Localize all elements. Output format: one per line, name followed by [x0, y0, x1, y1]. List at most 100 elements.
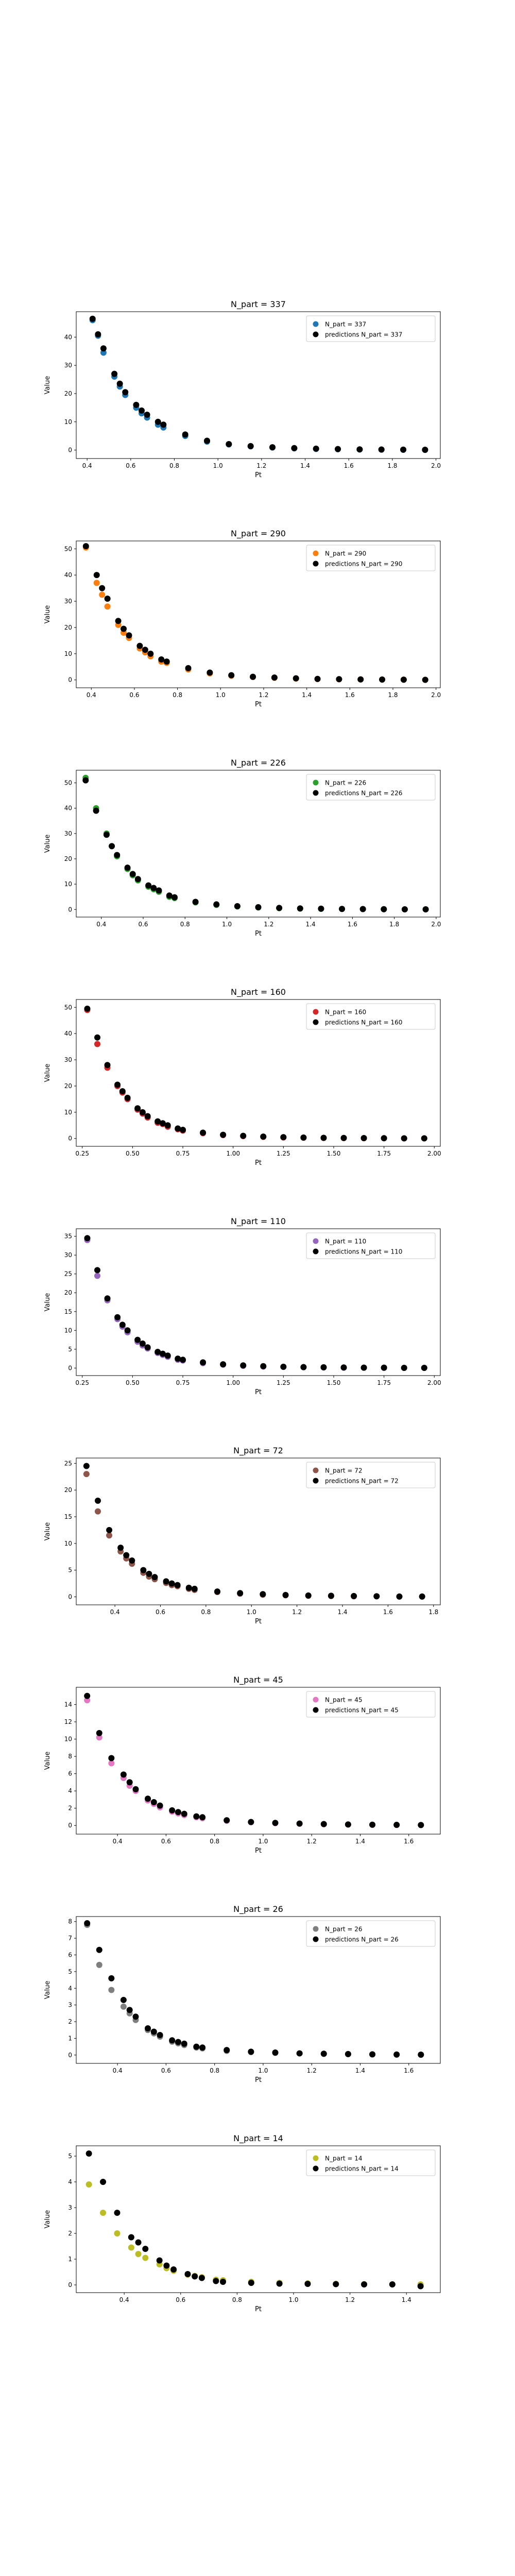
- data-point: [345, 2050, 351, 2057]
- data-point: [108, 1987, 115, 1993]
- legend: N_part = 226 predictions N_part = 226: [306, 774, 436, 801]
- data-point: [119, 1321, 126, 1328]
- data-point: [128, 2234, 134, 2241]
- x-tick-label: 1.6: [383, 1608, 393, 1616]
- subplot-7: N_part = 45 0.4 0.6 0.8 1.0 1.2 1.4 1.6 0 2 4 6 8 10 1…: [44, 1675, 441, 1855]
- data-point: [159, 1120, 166, 1127]
- x-tick-label: 1.8: [388, 691, 398, 699]
- data-point: [291, 445, 298, 451]
- data-point: [175, 1125, 181, 1132]
- legend-marker: [313, 1926, 319, 1932]
- legend-label: predictions N_part = 337: [325, 331, 402, 338]
- plot-frame: [76, 1687, 441, 1835]
- data-point: [300, 1134, 307, 1141]
- data-point: [85, 2181, 92, 2188]
- data-point: [219, 2279, 226, 2285]
- data-point: [393, 1822, 400, 1828]
- legend-label: predictions N_part = 14: [325, 2165, 399, 2173]
- data-point: [351, 1592, 357, 1599]
- data-point: [184, 2271, 191, 2277]
- data-point: [163, 658, 170, 665]
- data-point: [163, 1578, 169, 1585]
- y-tick-label: 15: [64, 1513, 72, 1520]
- x-tick-label: 0.50: [126, 1379, 140, 1386]
- x-tick-label: 0.8: [169, 462, 179, 469]
- data-point: [94, 1034, 101, 1041]
- x-tick-label: 0.6: [161, 2067, 171, 2074]
- data-point: [94, 1497, 101, 1504]
- x-axis-label: Pt: [255, 2306, 262, 2313]
- legend-marker: [313, 1697, 319, 1703]
- data-point: [121, 625, 127, 632]
- data-point: [421, 1365, 427, 1371]
- legend: N_part = 160 predictions N_part = 160: [306, 1003, 436, 1030]
- data-point: [106, 1527, 113, 1533]
- x-tick-label: 2.0: [431, 462, 441, 469]
- data-point: [83, 1463, 90, 1469]
- x-tick-label: 1.75: [377, 1379, 391, 1386]
- legend-marker: [313, 550, 319, 556]
- data-point: [145, 2025, 151, 2031]
- subplot-title: N_part = 226: [231, 758, 286, 768]
- data-point: [373, 1593, 380, 1600]
- data-point: [168, 1580, 175, 1587]
- x-tick-label: 1.50: [327, 1150, 341, 1157]
- data-point: [84, 1235, 91, 1242]
- data-point: [157, 1802, 163, 1809]
- data-point: [84, 1920, 91, 1926]
- data-point: [144, 1113, 151, 1120]
- x-tick-label: 0.75: [176, 1150, 190, 1157]
- data-point: [421, 1135, 427, 1142]
- data-point: [200, 1129, 207, 1136]
- y-tick-label: 50: [64, 545, 72, 552]
- data-point: [84, 1005, 91, 1012]
- data-point: [234, 903, 241, 909]
- data-point: [220, 1131, 227, 1138]
- data-point: [96, 1961, 102, 1968]
- data-point: [122, 389, 129, 396]
- x-tick-label: 1.2: [292, 1608, 302, 1616]
- data-point: [282, 1591, 289, 1598]
- data-point: [389, 2281, 396, 2287]
- y-tick-label: 2: [68, 2230, 72, 2237]
- data-point: [84, 1697, 91, 1704]
- data-point: [185, 1584, 192, 1591]
- legend: N_part = 26 predictions N_part = 26: [306, 1920, 436, 1947]
- data-point: [119, 1088, 126, 1095]
- y-tick-label: 30: [64, 598, 72, 605]
- series-predictions: [89, 315, 428, 453]
- x-tick-label: 0.6: [156, 1608, 165, 1616]
- data-point: [419, 1593, 425, 1600]
- data-point: [126, 1779, 133, 1786]
- data-point: [393, 2051, 400, 2058]
- y-tick-label: 4: [68, 1985, 72, 1992]
- x-tick-label: 0.25: [75, 1379, 89, 1386]
- data-point: [106, 1532, 113, 1539]
- x-tick-label: 0.4: [96, 921, 106, 928]
- y-tick-label: 12: [64, 1718, 72, 1725]
- x-tick-label: 0.8: [173, 691, 182, 699]
- data-point: [320, 1364, 327, 1370]
- x-tick-label: 0.6: [176, 2296, 185, 2303]
- y-tick-label: 5: [68, 2153, 72, 2160]
- legend-label: N_part = 110: [325, 1238, 366, 1245]
- data-point: [175, 1355, 181, 1362]
- legend-frame: [306, 1920, 436, 1947]
- plot-frame: [76, 999, 441, 1147]
- data-point: [132, 1786, 139, 1792]
- legend-marker: [313, 561, 319, 567]
- data-point: [129, 1557, 135, 1564]
- data-point: [213, 2278, 219, 2284]
- legend-frame: [306, 774, 436, 801]
- data-point: [339, 906, 346, 912]
- legend: N_part = 14 predictions N_part = 14: [306, 2149, 436, 2176]
- legend-label: N_part = 226: [325, 779, 366, 787]
- legend-label: N_part = 14: [325, 2155, 363, 2162]
- y-tick-label: 50: [64, 779, 72, 787]
- data-point: [134, 876, 141, 883]
- x-axis-label: Pt: [255, 1388, 262, 1396]
- data-point: [335, 446, 341, 452]
- data-point: [135, 2251, 142, 2257]
- data-point: [108, 1975, 115, 1981]
- data-point: [240, 1362, 247, 1369]
